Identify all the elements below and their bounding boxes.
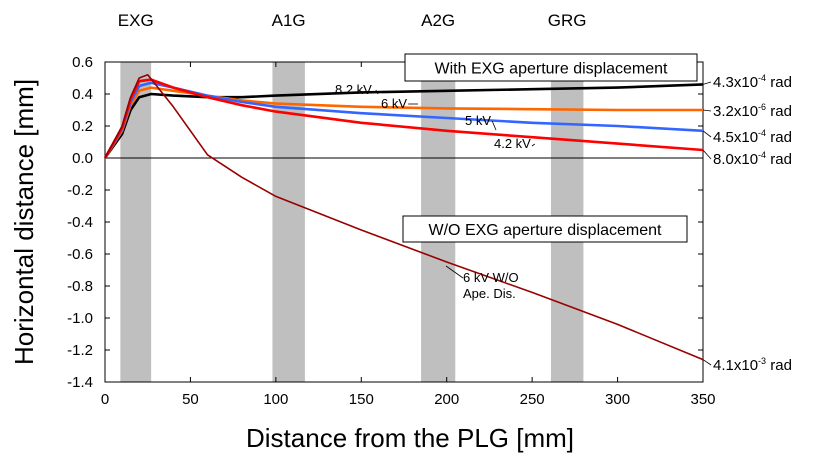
x-tick-label: 0: [101, 391, 109, 408]
x-tick-label: 50: [182, 391, 199, 408]
tick-layer: 0 50 100 150 200 250 300 350 0.6 0.4 0.2 0.0 -0.2 -0.…: [67, 54, 715, 408]
angle-label-3: 8.0x10-4 rad: [713, 150, 792, 168]
x-tick-label: 350: [690, 391, 715, 408]
y-tick-label: -0.6: [67, 246, 93, 263]
x-tick-label: 250: [520, 391, 545, 408]
y-tick-label: -0.8: [67, 278, 93, 295]
series-label-leader-4: [445, 265, 464, 279]
angle-label-4: 4.1x10-3 rad: [713, 356, 792, 374]
y-axis-title: Horizontal distance [mm]: [9, 79, 39, 365]
y-tick-label: 0.2: [72, 118, 93, 135]
series-line-2: [103, 81, 704, 159]
annotation-box-1: [402, 215, 688, 243]
y-tick-label: 0.4: [72, 86, 93, 103]
angle-label-2: 4.5x10-4 rad: [713, 128, 792, 146]
box-layer: With EXG aperture displacement W/O EXG ap…: [402, 53, 698, 243]
x-tick-label: 200: [434, 391, 459, 408]
x-axis-title: Distance from the PLG [mm]: [246, 423, 574, 453]
electrode-bar-a1g: [272, 62, 305, 382]
series-label-leader-3: [531, 143, 536, 147]
angle-label-1: 3.2x10-6 rad: [713, 102, 792, 120]
series-label-leader-0: [375, 89, 379, 95]
annotation-text-1: W/O EXG aperture displacement: [429, 222, 663, 239]
series-label-2: 5 kV: [465, 113, 491, 128]
y-tick-label: -1.2: [67, 342, 93, 359]
series-label-leader-2: [491, 120, 497, 131]
series-label-0: 8.2 kV: [335, 82, 372, 97]
y-tick-label: -0.2: [67, 182, 93, 199]
angle-label-leader-3: [702, 149, 712, 160]
electrode-label-a1g: A1G: [272, 11, 306, 30]
annotation-box-0: [404, 53, 698, 82]
y-tick-label: -1.4: [67, 374, 93, 391]
x-tick-label: 300: [605, 391, 630, 408]
y-tick-label: 0.0: [72, 150, 93, 167]
series-label-3: 4.2 kV: [494, 136, 531, 151]
y-tick-label: -0.4: [67, 214, 93, 231]
x-tick-label: 150: [349, 391, 374, 408]
series-label-4: 6 kV W/O Ape. Dis.: [463, 270, 519, 301]
electrode-label-grg: GRG: [548, 11, 587, 30]
electrode-label-a2g: A2G: [421, 11, 455, 30]
angle-label-leader-4: [702, 359, 712, 366]
x-tick-label: 100: [263, 391, 288, 408]
y-tick-label: 0.6: [72, 54, 93, 71]
series-label-1: 6 kV: [381, 96, 407, 111]
electrode-bar-exg: [120, 62, 152, 382]
angle-label-0: 4.3x10-4 rad: [713, 73, 792, 91]
series-line-4: [104, 74, 704, 361]
electrode-label-exg: EXG: [118, 11, 154, 30]
series-layer: [103, 74, 704, 361]
angle-label-leader-0: [702, 81, 712, 85]
label-layer: 8.2 kV 6 kV 5 kV4.2 kV 6 kV W/O Ape. Dis. 4.3…: [335, 73, 792, 374]
y-tick-label: -1.0: [67, 310, 93, 327]
annotation-text-0: With EXG aperture displacement: [435, 61, 669, 78]
angle-label-leader-2: [702, 130, 712, 138]
angle-label-leader-1: [702, 109, 712, 112]
